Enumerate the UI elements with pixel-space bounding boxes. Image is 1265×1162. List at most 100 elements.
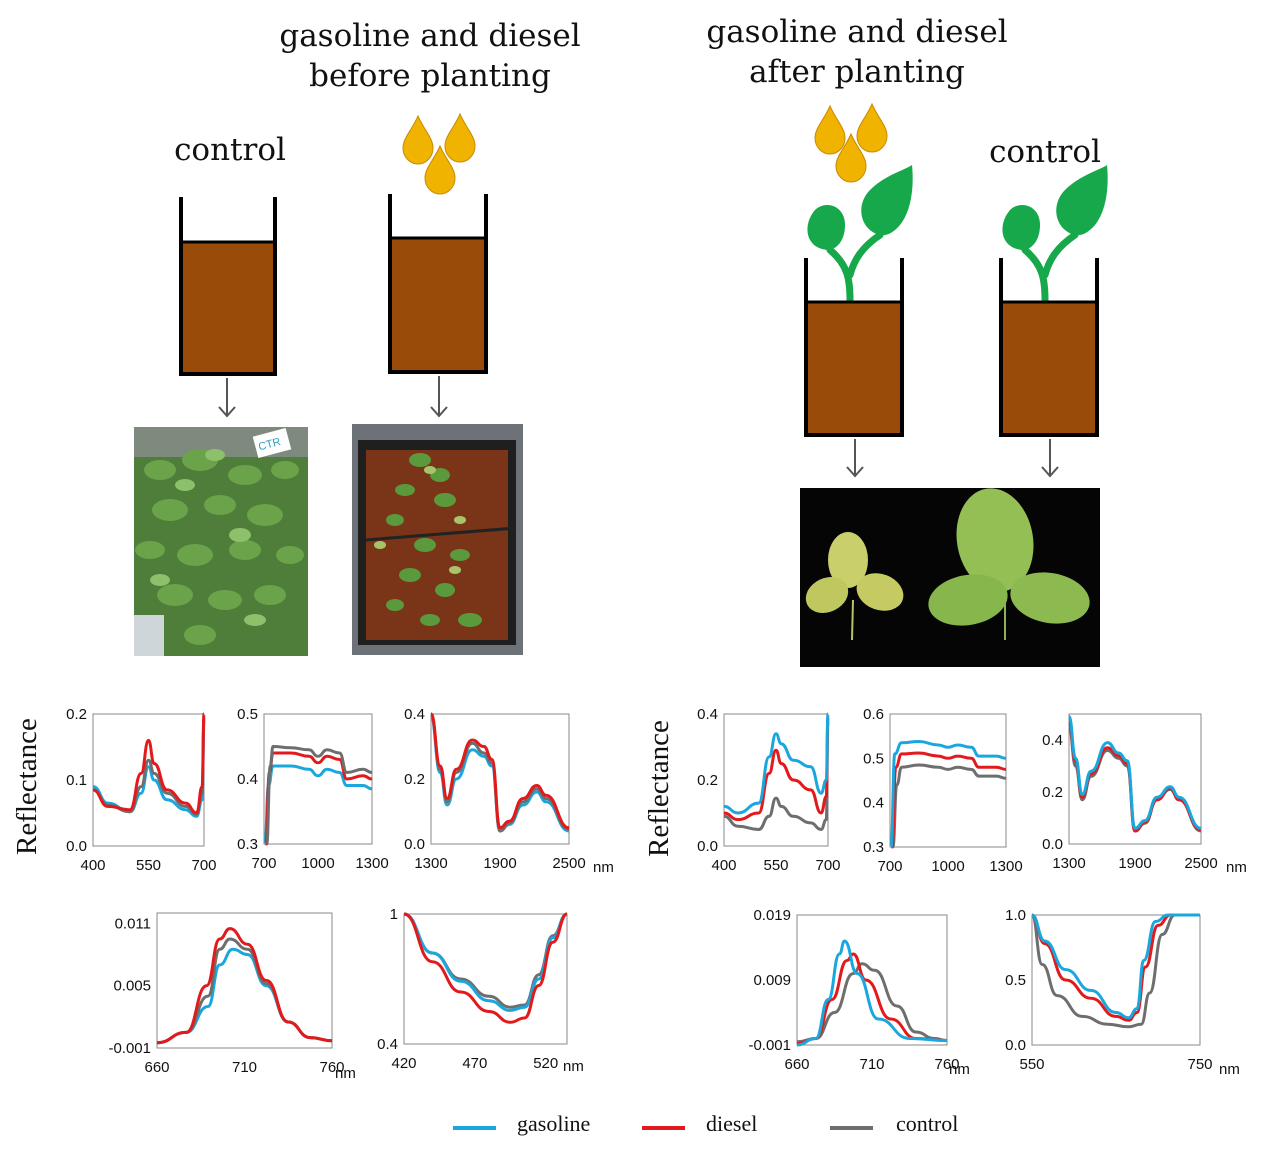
y-axis-label-left: Reflectance [11,718,43,855]
chart-panel-l2: 700 1000 1300 0.3 0.4 0.5 [237,706,389,872]
plot-frame [1031,914,1201,1046]
x-tick-label: 660 [784,1056,809,1073]
unit-label: nm [593,859,614,876]
x-tick-label: 520 [533,1055,558,1072]
right-treatment-pot [806,165,913,437]
plot-frame [1068,713,1202,845]
y-tick-label: 0.4 [404,706,425,723]
y-tick-label: 0.019 [753,907,791,924]
x-tick-label: 750 [1187,1056,1212,1073]
x-tick-label: 1900 [483,855,516,872]
series-line-diesel [429,712,570,830]
plot-frame [156,912,333,1049]
unit-label: nm [949,1061,970,1078]
left-treatment-pot [388,194,488,374]
y-tick-label: 0.4 [1042,732,1063,749]
series-line-diesel [723,715,830,822]
y-tick-label: 1.0 [1005,907,1026,924]
series-line-diesel [890,751,1007,849]
chart-panel-l3: 1300 1900 2500 0.0 0.2 0.4 [404,706,586,872]
series-line-gasoline [889,739,1007,849]
series-line-control [429,712,570,833]
series-line-control [796,962,948,1044]
flow-arrows [218,376,1059,478]
y-axis-label-right: Reflectance [643,720,675,857]
y-tick-label: -0.001 [108,1040,151,1057]
arrow-down-icon [430,376,448,418]
y-tick-label: 0.4 [863,795,884,812]
y-tick-label: 0.0 [404,836,425,853]
left-control-pot [179,197,277,376]
y-tick-label: 0.6 [863,706,884,723]
series-line-control [1030,913,1200,1029]
soil-fill [390,238,486,372]
series-line-diesel [92,712,206,815]
x-tick-label: 1000 [931,858,964,875]
y-tick-label: 0.5 [1005,972,1026,989]
chart-panel-l5: 420 470 520 0.4 1 [377,906,568,1072]
soil-fill [181,242,275,374]
chart-panel-l4: 660 710 760 -0.001 0.005 0.011 [108,912,345,1076]
unit-label: nm [563,1058,584,1075]
y-tick-label: 0.4 [377,1036,398,1053]
fuel-drop-icon [444,113,476,163]
y-tick-label: 0.5 [237,706,258,723]
plot-frame [263,713,373,845]
series-line-control [265,744,373,846]
pot-outline [388,194,488,374]
pot-outline [179,197,277,376]
chart-panel-r1: 400 550 700 0.0 0.2 0.4 [697,706,840,874]
unit-label: nm [335,1065,356,1082]
control-leaf [928,488,1090,640]
treated-plants-photo [352,424,523,655]
unit-label: nm [1219,1061,1240,1078]
series-line-diesel [156,927,333,1045]
right-treatment-heading: gasoline and diesel after planting [677,12,1037,92]
x-tick-label: 420 [391,1055,416,1072]
x-tick-label: 700 [815,857,840,874]
right-fuel-drops [814,103,888,183]
treated-leaf [805,532,904,641]
y-tick-label: 0.011 [115,915,151,932]
x-tick-label: 400 [80,857,105,874]
series-line-diesel [403,912,568,1024]
y-tick-label: 0.1 [66,772,87,789]
y-tick-label: -0.001 [748,1037,791,1054]
y-tick-label: 0.3 [237,836,258,853]
unit-label: nm [1226,859,1247,876]
legend-label-gasoline: gasoline [517,1111,590,1136]
fuel-drop-icon [814,105,846,155]
y-tick-label: 0.5 [863,750,884,767]
left-fuel-drops [402,113,476,195]
legend-label-diesel: diesel [706,1111,757,1136]
series-line-control [891,763,1007,849]
x-tick-label: 550 [136,857,161,874]
chart-panel-l1: 400 550 700 0.0 0.1 0.2 [66,706,216,874]
plot-frame [92,713,205,847]
series-line-gasoline [1067,715,1202,830]
series-line-control [723,719,830,832]
y-tick-label: 0.009 [753,972,791,989]
y-tick-label: 0.0 [1005,1037,1026,1054]
y-tick-label: 0.2 [66,706,87,723]
chart-panel-r4: 660 710 760 -0.001 0.009 0.019 [748,907,959,1073]
right-control-label: control [989,134,1101,170]
control-plants-photo: CTR [134,427,308,656]
series-line-gasoline [723,712,830,815]
leaves-photo [800,488,1100,667]
seedling-icon [807,165,912,300]
soil-fill [1001,302,1097,435]
series-line-gasoline [429,715,570,833]
x-tick-label: 700 [191,857,216,874]
y-tick-label: 0.4 [697,706,718,723]
y-tick-label: 0.0 [66,838,87,855]
x-tick-label: 760 [319,1059,344,1076]
x-tick-label: 1300 [355,855,388,872]
y-tick-label: 0.005 [113,978,151,995]
x-tick-label: 400 [711,857,736,874]
seedling-icon [1002,165,1107,300]
x-tick-label: 1900 [1118,855,1151,872]
fuel-drop-icon [402,115,434,165]
right-treatment-line2: after planting [749,54,965,90]
